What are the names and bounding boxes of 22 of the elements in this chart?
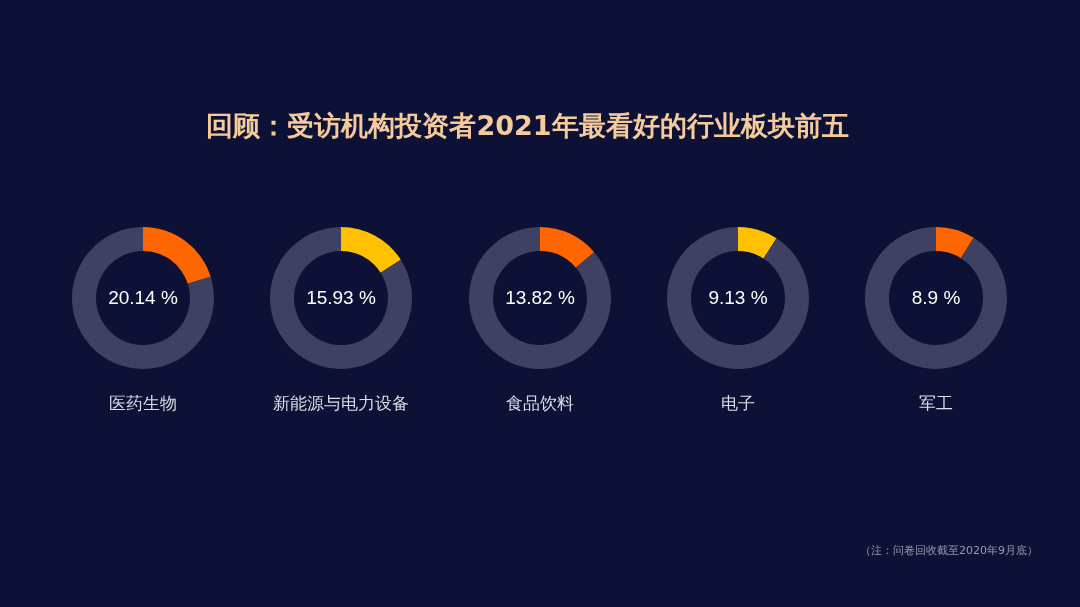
donut-slice (469, 227, 611, 369)
donut-slice (270, 227, 412, 369)
donut-slice (738, 227, 777, 259)
donut-slice (72, 227, 214, 369)
donut-slice (540, 227, 595, 268)
text: （注：问卷回收截至2020年9月底） (860, 543, 1038, 558)
data-label: 8.9 % (911, 287, 961, 308)
text: 电子 (721, 393, 755, 413)
donut-slice (341, 227, 401, 273)
donut-slice (865, 227, 1007, 369)
data-label: 13.82 % (505, 287, 575, 308)
text: 回顾：受访机构投资者2021年最看好的行业板块前五 (205, 109, 850, 143)
donut-slice (667, 227, 809, 369)
text: 新能源与电力设备 (273, 393, 409, 413)
donut-slice (143, 227, 211, 284)
text: 医药生物 (109, 393, 177, 413)
donut-slice (936, 227, 974, 259)
text: 军工 (919, 393, 953, 413)
data-label: 9.13 % (708, 287, 768, 308)
data-label: 20.14 % (108, 287, 178, 308)
data-label: 15.93 % (306, 287, 376, 308)
text: 食品饮料 (506, 393, 574, 413)
